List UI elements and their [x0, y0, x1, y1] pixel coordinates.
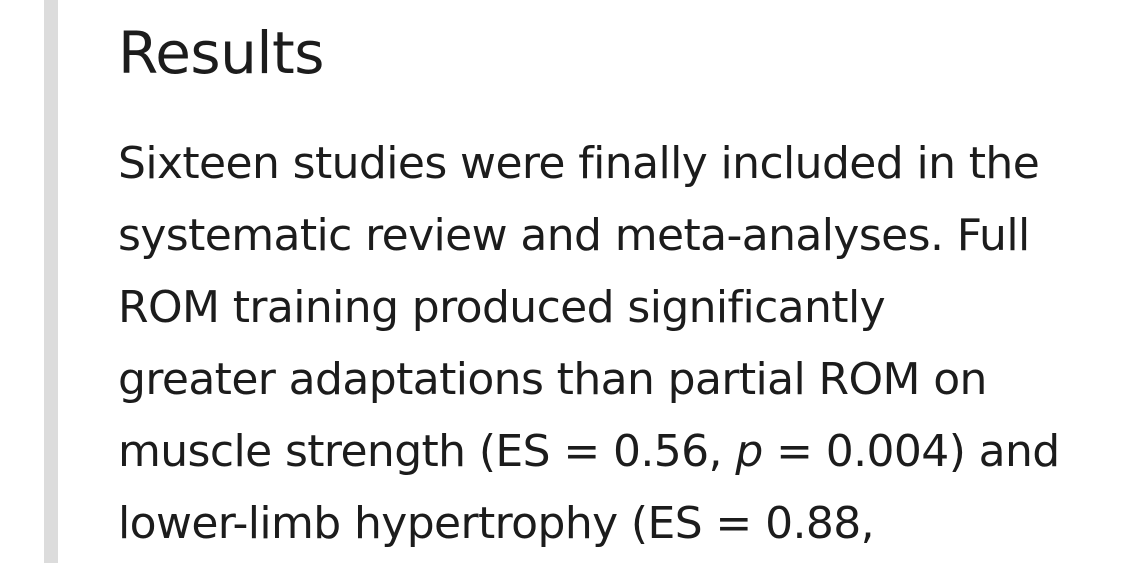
paragraph-line: muscle strength (ES = 0.56, p = 0.004) a…: [118, 422, 1060, 482]
section-heading: Results: [118, 19, 324, 87]
paragraph-line: systematic review and meta-analyses. Ful…: [118, 210, 1030, 261]
paragraph-line: greater adaptations than partial ROM on: [118, 354, 987, 405]
paragraph-line: lower-limb hypertrophy (ES = 0.88,: [118, 498, 875, 549]
paragraph-line: ROM training produced significantly: [118, 282, 886, 333]
paragraph-line: Sixteen studies were finally included in…: [118, 138, 1040, 189]
text-segment: = 0.004) and: [762, 426, 1060, 477]
blockquote-rule: [44, 0, 58, 563]
p-value-symbol: p: [735, 426, 763, 477]
text-segment: muscle strength (ES = 0.56,: [118, 426, 736, 477]
